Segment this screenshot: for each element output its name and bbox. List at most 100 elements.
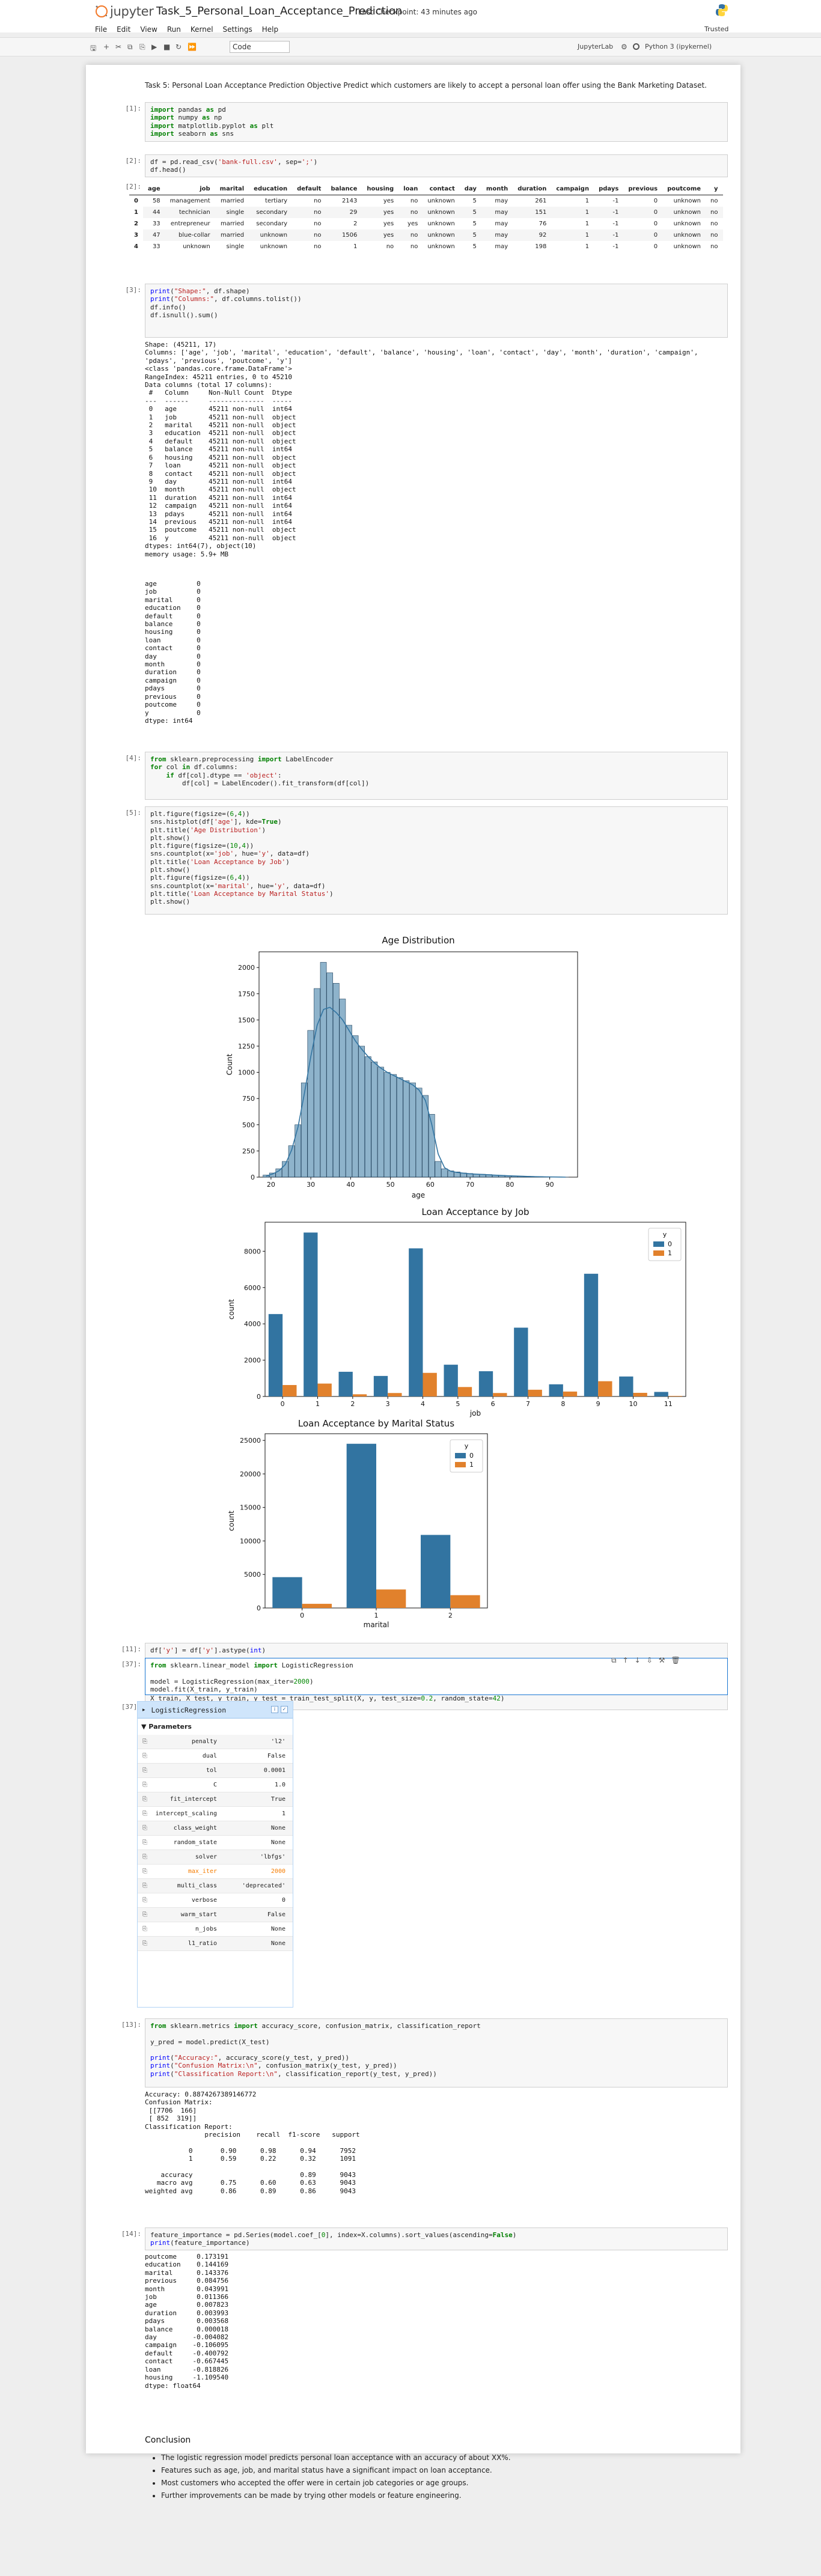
code-cell-plots[interactable]: plt.figure(figsize=(6,4)) sns.histplot(d… — [145, 806, 728, 915]
parameters-label: Parameters — [148, 1723, 192, 1731]
copy-param-icon[interactable]: ⎘ — [142, 1940, 147, 1947]
copy-param-icon[interactable]: ⎘ — [142, 1810, 147, 1817]
copy-param-icon[interactable]: ⎘ — [142, 1839, 147, 1846]
table-header-row: age job marital education default balance hous… — [129, 183, 723, 195]
copy-param-icon[interactable]: ⎘ — [142, 1911, 147, 1918]
copy-param-icon[interactable]: ⎘ — [142, 1738, 147, 1745]
bar-series-1 — [563, 1391, 578, 1396]
copy-param-icon[interactable]: ⎘ — [142, 1796, 147, 1803]
copy-param-icon[interactable]: ⎘ — [142, 1868, 147, 1875]
copy-param-icon[interactable]: ⎘ — [142, 1883, 147, 1889]
menu-help[interactable]: Help — [261, 25, 279, 34]
bar-series-1 — [282, 1384, 297, 1396]
row-index: 2 — [134, 221, 138, 227]
table-cell: unknown — [249, 230, 293, 241]
table-row: 3 47 blue-collar married unknown no 1506 yes no u… — [129, 230, 723, 241]
docs-icon[interactable]: i — [271, 1706, 278, 1713]
cell-prompt: [3]: — [125, 286, 142, 294]
copy-param-icon[interactable]: ⎘ — [142, 1854, 147, 1860]
table-cell: 1 — [585, 243, 590, 250]
code-cell-info[interactable]: print("Shape:", df.shape) print("Columns… — [145, 284, 728, 338]
param-name: multi_class — [177, 1883, 217, 1889]
kde-line — [266, 1006, 566, 1178]
table-cell: no — [710, 243, 718, 250]
code-cell-imports[interactable]: import pandas as pd import numpy as np i… — [145, 102, 728, 142]
code-cell-label-encode[interactable]: from sklearn.preprocessing import LabelE… — [145, 752, 728, 800]
save-icon[interactable]: 🖫 — [90, 44, 97, 52]
code-cell-read-csv[interactable]: df = pd.read_csv('bank-full.csv', sep=';… — [145, 154, 728, 177]
notebook-title[interactable]: Task_5_Personal_Loan_Acceptance_Predicti… — [156, 5, 403, 17]
x-tick-label: 60 — [426, 1181, 435, 1189]
trusted-indicator[interactable]: Trusted — [704, 25, 729, 33]
add-cell-icon[interactable]: + — [103, 43, 110, 51]
restart-icon[interactable]: ↻ — [175, 43, 182, 51]
param-name: solver — [195, 1854, 217, 1860]
bar-series-0 — [654, 1392, 668, 1396]
table-cell: may — [481, 230, 513, 241]
copy-param-icon[interactable]: ⎘ — [142, 1767, 147, 1774]
collapse-arrow-icon[interactable]: ▸ — [142, 1707, 145, 1713]
param-row-dual: ⎘ dual False — [138, 1749, 293, 1764]
histogram-bar — [415, 1088, 423, 1178]
x-tick-label: 80 — [505, 1181, 514, 1189]
copy-param-icon[interactable]: ⎘ — [142, 1825, 147, 1832]
code-cell-coef[interactable]: feature_importance = pd.Series(model.coe… — [145, 2227, 728, 2250]
table-cell: -1 — [594, 207, 624, 218]
copy-param-icon[interactable]: ⎘ — [142, 1897, 147, 1904]
copy-param-icon[interactable]: ⎘ — [142, 1782, 147, 1788]
parameters-toggle[interactable]: ▼ Parameters — [141, 1723, 192, 1731]
table-cell: 0 — [623, 207, 663, 218]
format-icon[interactable]: ⚒ — [658, 1656, 665, 1664]
column-header: day — [459, 183, 481, 195]
cell-type-select[interactable]: Code — [230, 41, 290, 53]
menu-file[interactable]: File — [95, 25, 108, 34]
paste-icon[interactable]: ⎘ — [139, 43, 145, 51]
duplicate-icon[interactable]: ⧉ — [611, 1656, 617, 1664]
insert-icon[interactable]: ⇩ — [646, 1656, 653, 1664]
menu-kernel[interactable]: Kernel — [190, 25, 213, 34]
kernel-name[interactable]: Python 3 (ipykernel) — [645, 43, 712, 50]
code-cell-evaluate[interactable]: from sklearn.metrics import accuracy_sco… — [145, 2018, 728, 2087]
menu-edit[interactable]: Edit — [117, 25, 131, 34]
table-cell: 47 — [142, 230, 165, 241]
legend-label: 0 — [668, 1240, 672, 1248]
row-index: 1 — [134, 209, 138, 216]
param-row-multi_class: ⎘ multi_class 'deprecated' — [138, 1879, 293, 1893]
y-tick-label: 15000 — [240, 1504, 261, 1512]
run-icon[interactable]: ▶ — [151, 43, 157, 51]
move-down-icon[interactable]: ↓ — [634, 1656, 641, 1664]
stop-icon[interactable]: ■ — [163, 43, 171, 51]
copy-param-icon[interactable]: ⎘ — [142, 1753, 147, 1759]
legend-swatch — [455, 1453, 466, 1458]
y-tick-label: 1500 — [238, 1016, 255, 1024]
cut-icon[interactable]: ✂ — [115, 43, 122, 51]
delete-icon[interactable]: 🗑 — [671, 1656, 680, 1664]
param-name: C — [213, 1782, 217, 1788]
menu-run[interactable]: Run — [166, 25, 181, 34]
menu-view[interactable]: View — [140, 25, 157, 34]
table-cell: may — [495, 198, 508, 204]
jupyter-planet-icon — [96, 5, 108, 17]
estimator-badges: i ✓ — [271, 1706, 288, 1713]
copy-icon[interactable]: ⧉ — [127, 43, 133, 51]
estimator-header[interactable]: ▸ LogisticRegression i ✓ — [138, 1702, 293, 1719]
jupyterlab-link[interactable]: JupyterLab — [578, 43, 614, 50]
bug-icon[interactable]: ⚙ — [621, 43, 627, 51]
fast-forward-icon[interactable]: ⏩ — [188, 43, 197, 51]
table-cell: 5 — [472, 221, 477, 227]
bar-series-1 — [388, 1393, 402, 1396]
column-header: poutcome — [662, 183, 706, 195]
table-cell: unknown — [427, 198, 455, 204]
y-tick-label: 2000 — [238, 964, 255, 972]
bar-series-0 — [584, 1273, 599, 1396]
code-cell-fit[interactable]: from sklearn.linear_model import Logisti… — [145, 1658, 728, 1695]
move-up-icon[interactable]: ↑ — [622, 1656, 629, 1664]
menu-settings[interactable]: Settings — [222, 25, 252, 34]
histogram-bar — [403, 1080, 410, 1178]
histogram-bar — [301, 1082, 308, 1178]
dataframe-head-table: age job marital education default balance hous… — [129, 183, 723, 252]
column-header: duration — [513, 183, 552, 195]
table-cell: yes — [362, 207, 399, 218]
jupyter-logo[interactable]: jupyter — [94, 4, 154, 19]
copy-param-icon[interactable]: ⎘ — [142, 1926, 147, 1932]
